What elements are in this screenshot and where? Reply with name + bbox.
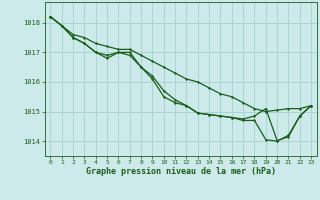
- X-axis label: Graphe pression niveau de la mer (hPa): Graphe pression niveau de la mer (hPa): [86, 167, 276, 176]
